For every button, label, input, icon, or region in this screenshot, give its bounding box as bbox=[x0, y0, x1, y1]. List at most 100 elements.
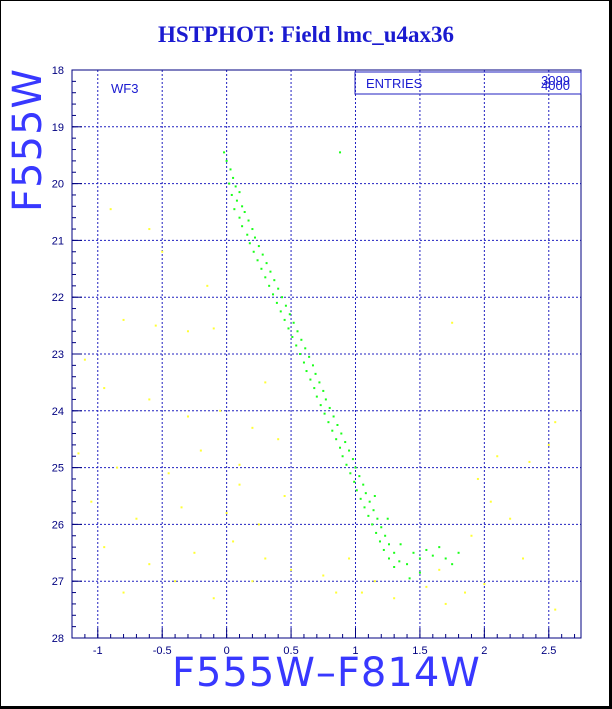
field-star bbox=[122, 318, 125, 321]
main-sequence-star bbox=[315, 395, 318, 398]
main-sequence-star bbox=[336, 424, 339, 426]
main-sequence-star bbox=[228, 182, 231, 185]
field-star bbox=[257, 523, 260, 526]
field-star bbox=[193, 551, 196, 554]
field-star bbox=[348, 557, 351, 560]
main-sequence-star bbox=[376, 517, 379, 520]
main-sequence-star bbox=[363, 506, 366, 509]
main-sequence-star bbox=[345, 463, 348, 466]
field-star bbox=[232, 540, 235, 543]
main-sequence-star bbox=[288, 313, 291, 316]
main-sequence-star bbox=[368, 500, 371, 503]
main-sequence-star bbox=[457, 551, 460, 554]
field-star bbox=[90, 500, 93, 503]
main-sequence-star bbox=[273, 279, 276, 282]
field-star bbox=[483, 583, 486, 586]
field-star bbox=[251, 426, 254, 429]
field-star bbox=[135, 517, 138, 520]
stats-entries-value-a: 3099 bbox=[541, 73, 570, 88]
main-sequence-star bbox=[230, 193, 233, 196]
stats-box: ENTRIES 3099 4000 bbox=[354, 71, 582, 95]
main-sequence-star bbox=[265, 262, 268, 265]
main-sequence-star bbox=[295, 344, 298, 347]
x-tick-label: 1 bbox=[352, 645, 358, 657]
main-sequence-star bbox=[314, 372, 317, 375]
main-sequence-star bbox=[247, 219, 250, 222]
main-sequence-star bbox=[341, 455, 344, 458]
y-tick-label: 24 bbox=[52, 406, 64, 418]
field-star bbox=[322, 574, 325, 577]
field-star bbox=[251, 580, 254, 583]
field-star bbox=[547, 443, 550, 446]
x-tick-label: 2 bbox=[481, 645, 487, 657]
main-sequence-star bbox=[323, 412, 326, 415]
field-star bbox=[103, 387, 106, 390]
field-star bbox=[109, 208, 112, 211]
y-tick-label: 25 bbox=[52, 463, 64, 475]
main-sequence-star bbox=[269, 270, 272, 273]
main-sequence-star bbox=[331, 429, 334, 432]
x-axis-title: F555W–F814W bbox=[172, 650, 481, 696]
stats-box-frame bbox=[354, 71, 582, 95]
main-sequence-star bbox=[332, 415, 335, 418]
main-sequence-star bbox=[380, 526, 383, 529]
main-sequence-star bbox=[302, 361, 305, 364]
main-sequence-star bbox=[248, 242, 251, 245]
main-sequence-star bbox=[322, 389, 325, 392]
main-sequence-star bbox=[362, 483, 365, 486]
main-sequence-star bbox=[223, 151, 226, 154]
main-sequence-star bbox=[358, 475, 361, 478]
field-star bbox=[470, 534, 473, 537]
main-sequence-star bbox=[393, 566, 396, 568]
field-star bbox=[451, 321, 454, 324]
main-sequence-star bbox=[372, 509, 375, 512]
main-sequence-star bbox=[425, 548, 428, 551]
field-star bbox=[148, 228, 151, 231]
field-star bbox=[360, 591, 363, 594]
main-sequence-star bbox=[398, 560, 401, 563]
main-sequence-star bbox=[344, 441, 347, 444]
main-sequence-star bbox=[406, 563, 409, 566]
main-sequence-star bbox=[260, 267, 263, 270]
main-sequence-star bbox=[281, 296, 284, 299]
main-sequence-star bbox=[296, 330, 299, 333]
main-sequence-star bbox=[287, 327, 290, 330]
field-star bbox=[238, 483, 241, 486]
main-sequence-star bbox=[292, 321, 295, 324]
field-star bbox=[161, 250, 164, 253]
field-star bbox=[212, 597, 215, 600]
field-star bbox=[496, 455, 499, 458]
field-star bbox=[83, 358, 86, 361]
main-sequence-star bbox=[393, 551, 396, 554]
field-star bbox=[554, 421, 557, 424]
main-sequence-star bbox=[387, 543, 390, 546]
main-sequence-star bbox=[399, 543, 402, 546]
main-sequence-star bbox=[387, 557, 390, 560]
main-sequence-star bbox=[318, 381, 321, 384]
x-tick-label: 0 bbox=[224, 645, 230, 657]
field-star bbox=[522, 557, 525, 560]
main-sequence-star bbox=[309, 378, 312, 381]
main-sequence-star bbox=[418, 571, 421, 574]
field-star bbox=[264, 381, 267, 384]
y-tick-label: 26 bbox=[52, 519, 64, 531]
main-sequence-star bbox=[378, 540, 381, 543]
x-tick-label: 1.5 bbox=[412, 645, 427, 657]
main-sequence-star bbox=[371, 523, 374, 526]
main-sequence-star bbox=[264, 276, 267, 279]
axes: -1 -0.5 0 0.5 1 1.5 2 2.5 18 19 20 21 22 23 24 25 26 27 28 bbox=[52, 65, 582, 657]
y-tick-label: 20 bbox=[52, 179, 64, 191]
field-star bbox=[180, 506, 183, 509]
main-sequence-star bbox=[348, 449, 351, 452]
field-star bbox=[476, 477, 479, 480]
field-star bbox=[393, 597, 396, 600]
main-sequence-star bbox=[272, 293, 275, 296]
field-star bbox=[290, 568, 293, 571]
main-sequence-star bbox=[277, 287, 280, 290]
main-sequence-star bbox=[279, 310, 282, 313]
main-sequence-star bbox=[229, 168, 232, 171]
field-star bbox=[148, 398, 151, 401]
main-sequence-star bbox=[339, 446, 342, 449]
main-sequence-star bbox=[241, 205, 244, 208]
